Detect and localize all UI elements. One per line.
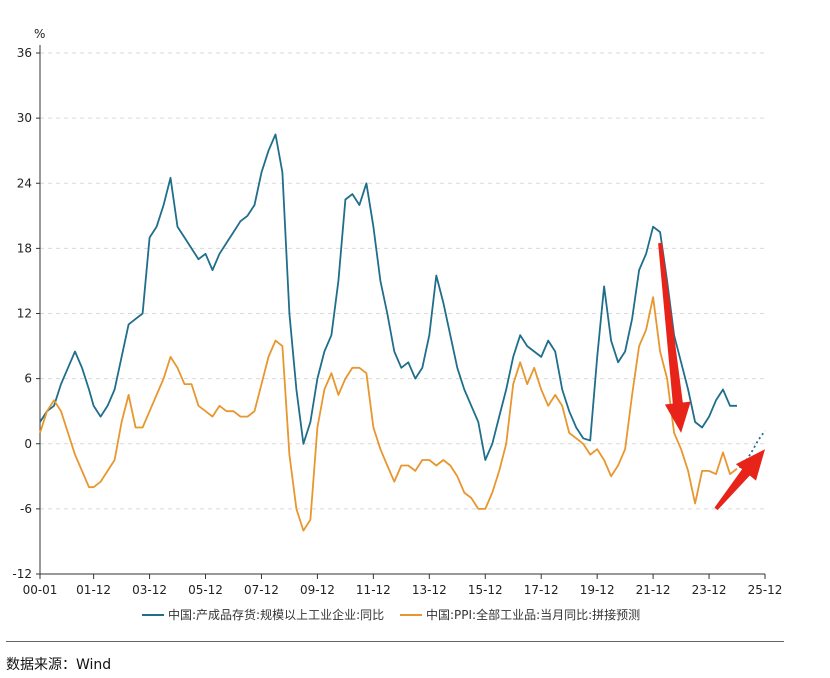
x-tick-label: 17-12 (524, 583, 559, 597)
x-tick-label: 23-12 (692, 583, 727, 597)
y-tick-label: -6 (20, 502, 32, 516)
y-tick-label: 12 (17, 307, 32, 321)
y-tick-label: 24 (17, 176, 32, 190)
red-arrow-2 (714, 449, 765, 511)
y-axis-unit: % (34, 27, 45, 41)
legend: 中国:产成品存货:规模以上工业企业:同比 中国:PPI:全部工业品:当月同比:拼接… (142, 607, 640, 622)
legend-label-1: 中国:产成品存货:规模以上工业企业:同比 (168, 607, 384, 622)
separator-line (6, 641, 784, 642)
x-tick-label: 11-12 (356, 583, 391, 597)
x-tick-label: 09-12 (300, 583, 335, 597)
y-tick-label: 30 (17, 111, 32, 125)
x-tick-label: 19-12 (580, 583, 615, 597)
x-tick-label: 01-12 (76, 583, 111, 597)
legend-label-2: 中国:PPI:全部工业品:当月同比:拼接预测 (426, 607, 640, 622)
source-note: 数据来源：Wind (6, 657, 112, 673)
y-tick-label: 0 (24, 437, 32, 451)
x-tick-label: 00-01 (23, 583, 58, 597)
series-line-2 (39, 296, 738, 532)
y-tick-label: 18 (17, 241, 32, 255)
axes (36, 45, 766, 579)
y-tick-label: -12 (12, 567, 32, 581)
red-arrow-1 (658, 242, 691, 433)
y-tick-labels: -12 -6 0 6 12 18 24 30 36 (12, 46, 32, 581)
y-tick-label: 36 (17, 46, 32, 60)
series-line-1 (39, 133, 737, 461)
x-tick-label: 21-12 (636, 583, 671, 597)
series-lines (39, 133, 766, 532)
x-tick-label: 13-12 (412, 583, 447, 597)
x-tick-label: 05-12 (188, 583, 223, 597)
gridlines (40, 52, 765, 510)
x-tick-label: 25-12 (748, 583, 783, 597)
y-tick-label: 6 (24, 372, 32, 386)
x-tick-label: 07-12 (244, 583, 279, 597)
arrow-annotations (658, 242, 765, 511)
x-tick-label: 03-12 (132, 583, 167, 597)
x-tick-label: 15-12 (468, 583, 503, 597)
x-tick-labels: 00-01 01-12 03-12 05-12 07-12 09-12 11-12 13-12… (23, 583, 783, 597)
